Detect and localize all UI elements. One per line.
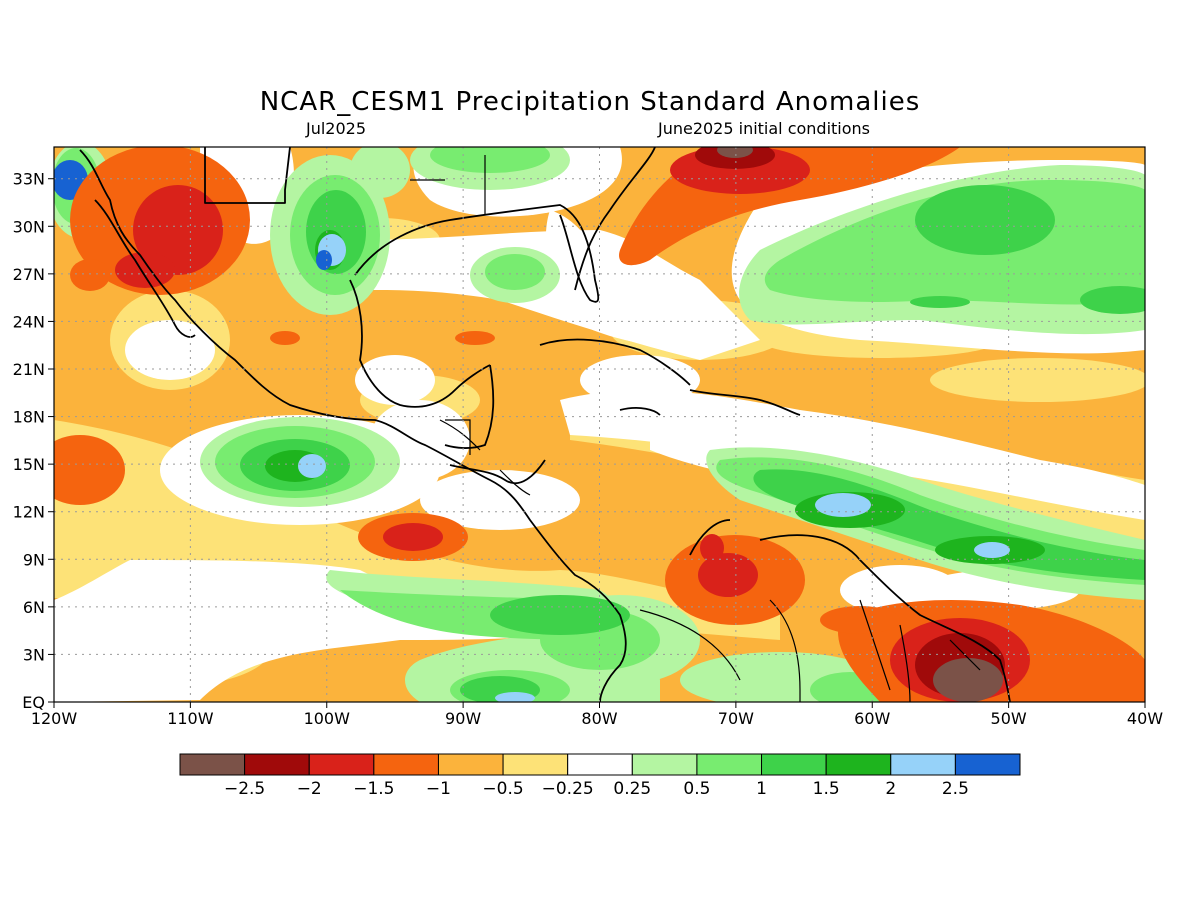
colorbar-label: −0.25 [542,779,594,799]
colorbar-swatch [437,753,504,776]
colorbar-swatch [631,753,698,776]
lat-tick-label: 9N [23,550,45,569]
lat-tick-label: 18N [13,408,45,427]
colorbar-swatch [825,753,892,776]
initial-conditions: June2025 initial conditions [657,119,870,138]
anomaly-lightblue [298,234,1010,702]
lon-tick-label: 100W [304,709,351,728]
lat-tick-label: 12N [13,503,45,522]
lon-tick-label: 110W [167,709,214,728]
colorbar-swatch [308,753,375,776]
colorbar-label: −2.5 [224,779,265,799]
colorbar-label: 1 [756,779,767,799]
colorbar-label: −1.5 [353,779,394,799]
lat-tick-label: 15N [13,455,45,474]
lat-tick-label: 27N [13,265,45,284]
colorbar-swatch [954,753,1021,776]
country-borders [410,155,981,702]
colorbar-label: 0.25 [613,779,651,799]
lat-tick-label: EQ [22,693,45,712]
lat-tick-label: 30N [13,217,45,236]
lon-tick-label: 40W [1127,709,1163,728]
colorbar-swatch [567,753,633,776]
lon-tick-label: 90W [445,709,481,728]
latitude-axis: 33N 30N 27N 24N 21N 18N 15N 12N 9N 6N 3N EQ [13,170,54,712]
chart-title: NCAR_CESM1 Precipitation Standard Anomal… [260,87,921,117]
lat-tick-label: 6N [23,598,45,617]
anomaly-brown [717,147,1003,702]
colorbar-swatch [696,753,763,776]
lat-tick-label: 24N [13,312,45,331]
valid-month: Jul2025 [305,119,366,138]
lon-tick-label: 120W [31,709,78,728]
colorbar-label: −2 [297,779,322,799]
lat-tick-label: 3N [23,645,45,664]
colorbar-swatch [502,753,569,776]
lon-tick-label: 50W [991,709,1027,728]
colorbar-swatch [761,753,827,776]
colorbar-swatch [890,753,956,776]
colorbar-label: 2 [885,779,896,799]
colorbar-swatch [244,753,310,776]
lat-tick-label: 33N [13,170,45,189]
lon-tick-label: 60W [854,709,890,728]
lat-tick-label: 21N [13,360,45,379]
colorbar-label: 1.5 [813,779,840,799]
colorbar-label: 0.5 [683,779,710,799]
colorbar: −2.5 −2 −1.5 −1 −0.5 −0.25 0.25 0.5 1 1.5 2 2.5 [179,753,1021,799]
lon-tick-label: 70W [718,709,754,728]
map-gridlines [54,147,1145,702]
longitude-axis: 120W 110W 100W 90W 80W 70W 60W 50W 40W [31,702,1163,728]
lon-tick-label: 80W [581,709,617,728]
colorbar-swatch [373,753,439,776]
colorbar-swatch [179,753,246,776]
colorbar-label: −0.5 [482,779,523,799]
anomaly-map [54,147,1145,702]
colorbar-label: 2.5 [942,779,969,799]
colorbar-label: −1 [426,779,451,799]
coastlines [79,147,1011,702]
